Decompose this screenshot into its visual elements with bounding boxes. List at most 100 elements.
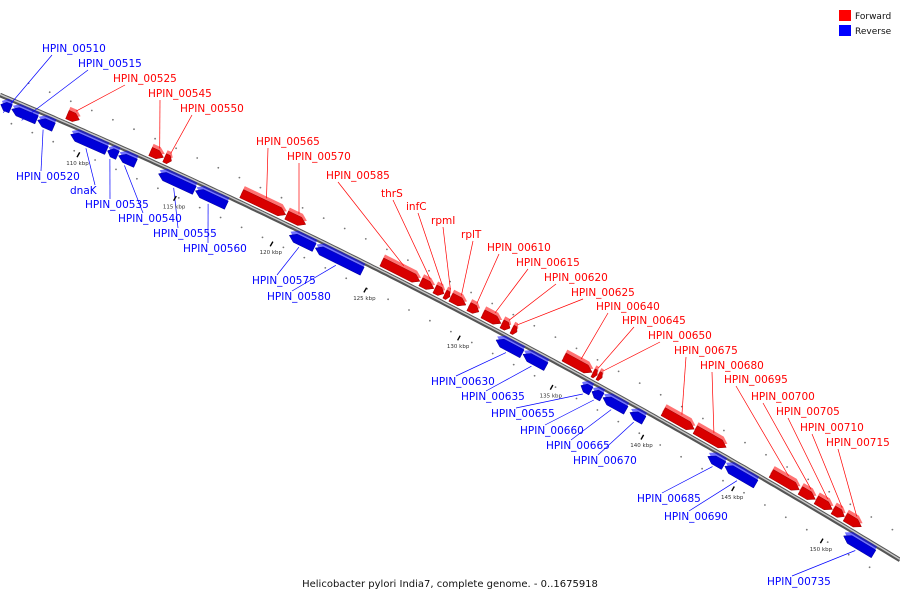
gene-label: HPIN_00670 <box>573 455 637 467</box>
leader-line <box>392 199 431 280</box>
forward-genes: HPIN_00525 HPIN_00545 HPIN_00550 HPIN_00565… <box>75 73 890 517</box>
gene-label: HPIN_00680 <box>700 360 764 372</box>
gene-label: HPIN_00570 <box>287 151 351 163</box>
gene-label: HPIN_00545 <box>148 88 212 100</box>
leader-line <box>276 246 300 276</box>
gene-label: HPIN_00520 <box>16 171 80 183</box>
tick-label: 120 kbp <box>260 250 283 256</box>
reverse-genes: HPIN_00510 HPIN_00515 HPIN_00520 dnaK HPIN_0… <box>2 43 856 588</box>
leader-line <box>570 409 612 441</box>
gene-label: HPIN_00540 <box>118 213 182 225</box>
leader-line <box>787 417 829 500</box>
leader-line <box>337 181 405 267</box>
gene-HPIN_00710 <box>830 502 846 518</box>
leader-line <box>735 385 789 477</box>
legend-swatch <box>839 25 851 36</box>
leader-line <box>173 187 179 229</box>
gene-label: thrS <box>381 188 403 200</box>
leader-line <box>517 298 584 326</box>
gene-HPIN_00575 <box>288 230 318 252</box>
gene-label: HPIN_00615 <box>516 257 580 269</box>
gene-HPIN_00635 <box>522 350 550 371</box>
gene-label: HPIN_00715 <box>826 437 890 449</box>
gene-HPIN_00690 <box>724 462 760 489</box>
gene-HPIN_00535 <box>107 145 121 160</box>
gene-label: HPIN_00630 <box>431 376 495 388</box>
legend-swatch <box>839 10 851 21</box>
tick-mark <box>172 195 177 202</box>
gene-label: HPIN_00535 <box>85 199 149 211</box>
gene-HPIN_00565 <box>239 186 287 217</box>
gene-label: HPIN_00645 <box>622 315 686 327</box>
gene-HPIN_00715 <box>842 509 863 528</box>
legend: Forward Reverse <box>839 10 892 37</box>
gene-HPIN_00550 <box>162 150 173 164</box>
caption: Helicobacter pylori India7, complete gen… <box>302 579 598 590</box>
gene-label: HPIN_00735 <box>767 576 831 588</box>
tick-mark <box>456 335 461 341</box>
leader-line <box>544 399 594 426</box>
gene-HPIN_00520 <box>37 115 57 132</box>
leader-line <box>762 402 812 490</box>
gene-HPIN_00640 <box>561 349 594 374</box>
leader-line <box>266 147 269 199</box>
gene-label: HPIN_00585 <box>326 170 390 182</box>
gene-HPIN_00655 <box>580 380 595 396</box>
gene-HPIN_00650 <box>595 368 604 381</box>
gene-HPIN_00665 <box>602 393 630 415</box>
gene-label: infC <box>406 201 427 213</box>
scale-ticks: 110 kbp 115 kbp 120 kbp 125 kbp 130 kbp 135 k… <box>66 152 833 553</box>
leader-line <box>291 264 336 292</box>
gene-HPIN_00645 <box>590 365 599 379</box>
leader-line <box>442 226 451 290</box>
gene-HPIN_00735 <box>843 532 878 559</box>
leader-line <box>455 352 507 377</box>
gene-HPIN_00560 <box>194 186 230 210</box>
gene-HPIN_00525 <box>65 106 81 122</box>
tick-label: 140 kbp <box>630 443 653 449</box>
gene-label: HPIN_00610 <box>487 242 551 254</box>
gene-rplT <box>448 289 468 307</box>
gene-HPIN_00685 <box>707 452 728 470</box>
leader-line <box>508 283 557 321</box>
gene-label: HPIN_00705 <box>776 406 840 418</box>
leader-line <box>170 114 193 154</box>
tick-mark <box>819 538 824 544</box>
leader-line <box>75 84 126 112</box>
leader-line <box>580 312 609 360</box>
leader-line <box>811 433 843 508</box>
gene-label: HPIN_00690 <box>664 511 728 523</box>
gene-label: rpmI <box>431 215 455 227</box>
leader-line <box>681 356 687 415</box>
tick-label: 130 kbp <box>447 344 470 350</box>
tick-label: 150 kbp <box>810 547 833 553</box>
tick-mark <box>731 486 735 492</box>
leader-line <box>476 253 500 304</box>
legend-label: Reverse <box>855 27 892 37</box>
gene-HPIN_00555 <box>158 168 198 195</box>
gene-label: HPIN_00685 <box>637 493 701 505</box>
backbone <box>0 92 900 562</box>
tick-label: 115 kbp <box>163 204 186 210</box>
gene-rpmI <box>442 286 452 300</box>
tick-mark <box>640 434 645 440</box>
gene-label: HPIN_00575 <box>252 275 316 287</box>
leader-line <box>40 129 44 172</box>
tick-label: 125 kbp <box>353 296 376 302</box>
gene-label: rplT <box>461 229 482 241</box>
gene-label: HPIN_00620 <box>544 272 608 284</box>
gene-HPIN_00675 <box>660 404 696 430</box>
leader-line <box>485 365 532 392</box>
gene-label: HPIN_00510 <box>42 43 106 55</box>
gene-label: HPIN_00660 <box>520 425 584 437</box>
gene-label: HPIN_00640 <box>596 301 660 313</box>
tick-mark <box>269 241 274 247</box>
gene-label: HPIN_00555 <box>153 228 217 240</box>
gene-label: HPIN_00525 <box>113 73 177 85</box>
leader-line <box>603 341 661 372</box>
leader-line <box>688 480 738 512</box>
tick-label: 135 kbp <box>540 393 563 399</box>
gene-label: HPIN_00580 <box>267 291 331 303</box>
